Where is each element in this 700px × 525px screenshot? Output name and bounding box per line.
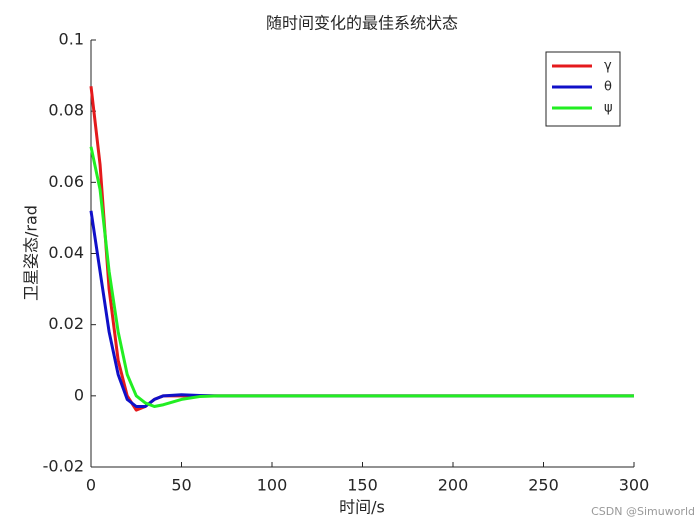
y-tick-label: 0 xyxy=(74,385,84,404)
y-tick-label: 0.02 xyxy=(48,314,84,333)
legend-box xyxy=(545,51,621,127)
legend-label: θ xyxy=(604,80,612,95)
x-tick-label: 300 xyxy=(619,476,650,495)
y-tick-label: 0.1 xyxy=(59,30,84,49)
legend-label: γ xyxy=(604,59,612,74)
y-axis-label: 卫星姿态/rad xyxy=(22,205,41,301)
x-tick-label: 200 xyxy=(438,476,469,495)
watermark: CSDN @Simuworld xyxy=(591,505,695,518)
x-tick-label: 50 xyxy=(171,476,191,495)
x-tick-label: 250 xyxy=(528,476,559,495)
x-tick-label: 0 xyxy=(86,476,96,495)
y-tick-label: 0.08 xyxy=(48,101,84,120)
series-line xyxy=(89,146,634,409)
y-tick-label: -0.02 xyxy=(43,457,84,476)
x-tick-label: 150 xyxy=(347,476,378,495)
x-axis-label: 时间/s xyxy=(339,498,385,517)
legend-label: ψ xyxy=(604,101,613,116)
y-tick-label: 0.04 xyxy=(48,243,84,262)
x-tick-label: 100 xyxy=(257,476,288,495)
y-tick-label: 0.06 xyxy=(48,172,84,191)
chart-title: 随时间变化的最佳系统状态 xyxy=(266,14,458,33)
